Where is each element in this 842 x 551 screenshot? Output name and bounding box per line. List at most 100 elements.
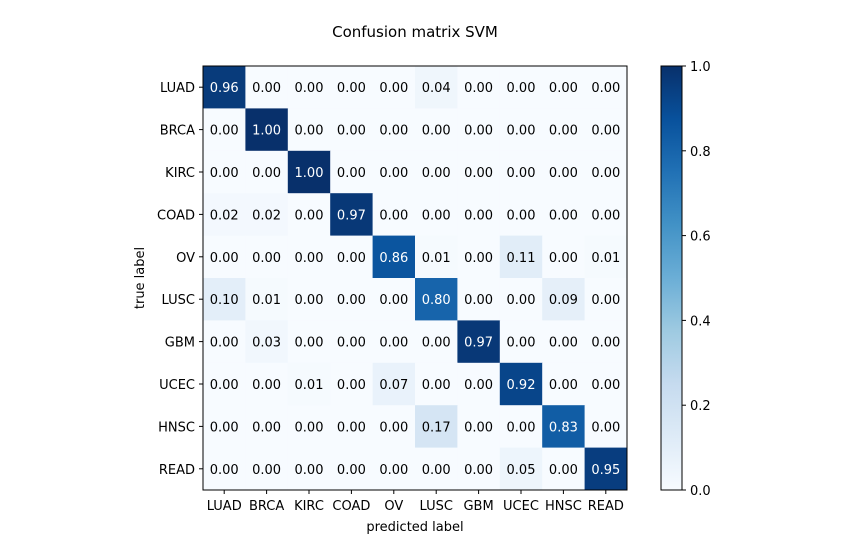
cell-value-label: 0.05 [507,463,536,478]
cell-value-label: 0.83 [549,420,578,435]
heatmap-cell [287,150,331,194]
heatmap-cell [372,405,416,449]
heatmap-cell [584,447,628,491]
y-tick-label: GBM [165,336,195,351]
y-tick-label: KIRC [165,166,195,181]
cell-value-label: 1.00 [295,166,324,181]
heatmap-cell [457,320,501,364]
heatmap-cell [584,108,628,152]
cell-value-label: 0.00 [337,378,366,393]
cell-value-label: 0.95 [591,463,620,478]
heatmap-cell [330,405,374,449]
cell-value-label: 0.00 [549,81,578,96]
colorbar-ticks: 0.0 0.2 0.4 0.6 0.8 1.0 [682,60,711,499]
heatmap-cell [499,150,543,194]
cell-value-label: 0.00 [295,251,324,266]
y-tick-label: LUAD [160,81,195,96]
heatmap-cell [287,66,331,109]
heatmap-cell [542,362,586,406]
heatmap-cell [287,235,331,279]
cell-value-label: 0.00 [464,124,493,139]
heatmap-cell [457,66,501,109]
heatmap-cell [499,66,543,109]
cell-value-label: 0.04 [422,81,451,96]
heatmap-cell [415,66,458,109]
cell-value-label: 0.00 [295,463,324,478]
cell-value-label: 0.01 [252,293,281,308]
cell-value-label: 0.00 [379,81,408,96]
heatmap-cell [245,362,289,406]
cell-value-label: 0.00 [337,336,366,351]
cell-value-label: 0.00 [591,208,620,223]
cell-value-label: 0.00 [507,166,536,181]
cell-value-label: 0.01 [591,251,620,266]
cell-value-label: 0.00 [549,124,578,139]
x-tick-label: COAD [332,499,370,514]
heatmap-cell [457,278,501,321]
y-tick-label: LUSC [162,293,195,308]
heatmap-cell [203,447,246,491]
heatmap-cell [457,108,501,152]
cell-value-label: 0.00 [337,420,366,435]
cell-value-label: 0.00 [422,463,451,478]
colorbar-tick-label: 0.8 [690,145,711,160]
cell-value-label: 0.00 [337,166,366,181]
cell-value-label: 0.00 [507,336,536,351]
heatmap-cell [330,362,374,406]
y-tick-label: UCEC [159,378,195,393]
heatmap-cell [542,405,586,449]
heatmap-cell [415,235,458,279]
cell-value-label: 0.00 [464,251,493,266]
cell-value-label: 0.01 [422,251,451,266]
cell-value-label: 0.00 [464,166,493,181]
heatmap-cell [499,235,543,279]
cell-value-label: 0.00 [210,378,239,393]
heatmap-cell [499,320,543,364]
cell-value-label: 0.10 [210,293,239,308]
cell-value-label: 0.00 [464,378,493,393]
x-tick-label: GBM [463,499,493,514]
heatmap-cell [330,108,374,152]
y-tick-label: OV [176,251,195,266]
heatmap-cell [372,447,416,491]
cell-value-label: 0.00 [464,420,493,435]
y-axis-label: true label [133,247,148,309]
heatmap-cell [330,193,374,237]
cell-value-label: 0.97 [337,208,366,223]
heatmap-cell [330,447,374,491]
heatmap-cell [499,362,543,406]
cell-value-label: 0.00 [591,293,620,308]
plot-frame [202,65,628,491]
cell-value-label: 0.00 [507,124,536,139]
cell-value-label: 0.80 [422,293,451,308]
cell-value-label: 0.97 [464,336,493,351]
cell-value-label: 0.00 [549,463,578,478]
colorbar-tick-label: 0.6 [690,230,711,245]
heatmap-cell [499,108,543,152]
heatmap-cell [203,320,246,364]
heatmap-cell [203,362,246,406]
cell-value-label: 0.00 [591,81,620,96]
heatmap-cell [584,193,628,237]
heatmap-cell [584,362,628,406]
colorbar-tick-label: 0.2 [690,399,711,414]
heatmap-cell [457,362,501,406]
heatmap-cell [245,193,289,237]
cell-value-label: 0.00 [295,336,324,351]
heatmap-cell [542,150,586,194]
cell-value-label: 0.00 [507,293,536,308]
cell-value-label: 0.00 [549,166,578,181]
heatmap-cell [542,278,586,321]
heatmap-cell [372,278,416,321]
heatmap-cell [542,320,586,364]
heatmap-cell [287,362,331,406]
cell-value-label: 0.00 [422,166,451,181]
cell-value-label: 0.00 [210,251,239,266]
heatmap-cell [372,150,416,194]
heatmap-cell [245,150,289,194]
colorbar-tick-label: 0.4 [690,314,711,329]
cell-value-label: 0.00 [422,124,451,139]
heatmap-cell [372,362,416,406]
cell-value-label: 0.00 [464,81,493,96]
